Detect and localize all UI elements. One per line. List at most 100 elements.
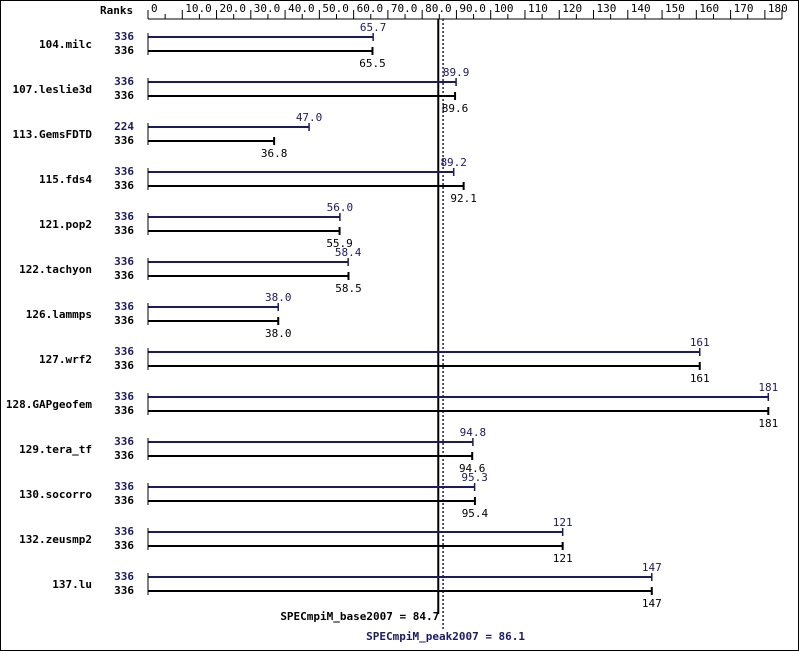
- axis-tick-label: 160: [699, 2, 719, 15]
- peak-value-label: 58.4: [335, 246, 362, 259]
- base-summary-label: SPECmpiM_base2007 = 84.7: [280, 610, 439, 623]
- benchmark-name: 121.pop2: [39, 218, 92, 231]
- base-ranks-count: 336: [114, 89, 134, 102]
- peak-value-label: 181: [758, 381, 778, 394]
- base-ranks-count: 336: [114, 269, 134, 282]
- axis-tick-label: 30.0: [254, 2, 280, 15]
- benchmark-name: 113.GemsFDTD: [13, 128, 93, 141]
- axis-tick-label: 150: [665, 2, 685, 15]
- peak-ranks-count: 336: [114, 390, 134, 403]
- axis-tick-label: 80.0: [425, 2, 452, 15]
- base-value-label: 161: [690, 372, 710, 385]
- axis-tick-label: 180: [768, 2, 788, 15]
- axis-tick-label: 40.0: [288, 2, 315, 15]
- base-value-label: 181: [758, 417, 778, 430]
- base-ranks-count: 336: [114, 359, 134, 372]
- base-value-label: 94.6: [459, 462, 486, 475]
- peak-value-label: 65.7: [360, 21, 387, 34]
- axis-tick-label: 110: [528, 2, 548, 15]
- axis-tick-label: 130: [597, 2, 617, 15]
- base-value-label: 65.5: [359, 57, 386, 70]
- axis-tick-label: 20.0: [220, 2, 247, 15]
- peak-ranks-count: 336: [114, 435, 134, 448]
- peak-ranks-count: 336: [114, 300, 134, 313]
- peak-value-label: 94.8: [460, 426, 487, 439]
- peak-ranks-count: 336: [114, 30, 134, 43]
- peak-value-label: 89.9: [443, 66, 470, 79]
- base-value-label: 58.5: [335, 282, 362, 295]
- axis-tick-label: 90.0: [459, 2, 486, 15]
- axis-tick-label: 170: [734, 2, 754, 15]
- axis-tick-label: 120: [562, 2, 582, 15]
- base-value-label: 55.9: [326, 237, 353, 250]
- peak-ranks-count: 336: [114, 480, 134, 493]
- benchmark-name: 128.GAPgeofem: [6, 398, 92, 411]
- base-ranks-count: 336: [114, 584, 134, 597]
- peak-value-label: 38.0: [265, 291, 292, 304]
- peak-ranks-count: 336: [114, 345, 134, 358]
- base-value-label: 89.6: [442, 102, 469, 115]
- peak-value-label: 47.0: [296, 111, 323, 124]
- bars-layer: 104.milc33633665.765.5107.leslie3d336336…: [6, 21, 778, 610]
- benchmark-name: 126.lammps: [26, 308, 92, 321]
- benchmark-name: 129.tera_tf: [19, 443, 92, 456]
- benchmark-name: 127.wrf2: [39, 353, 92, 366]
- peak-ranks-count: 224: [114, 120, 134, 133]
- base-ranks-count: 336: [114, 224, 134, 237]
- base-value-label: 38.0: [265, 327, 292, 340]
- base-value-label: 95.4: [462, 507, 489, 520]
- benchmark-name: 137.lu: [52, 578, 92, 591]
- axis-tick-label: 60.0: [357, 2, 384, 15]
- peak-value-label: 147: [642, 561, 662, 574]
- peak-value-label: 95.3: [461, 471, 488, 484]
- peak-value-label: 56.0: [327, 201, 354, 214]
- benchmark-name: 115.fds4: [39, 173, 92, 186]
- peak-ranks-count: 336: [114, 75, 134, 88]
- peak-ranks-count: 336: [114, 255, 134, 268]
- base-ranks-count: 336: [114, 494, 134, 507]
- base-value-label: 121: [553, 552, 573, 565]
- peak-ranks-count: 336: [114, 570, 134, 583]
- benchmark-name: 122.tachyon: [19, 263, 92, 276]
- peak-ranks-count: 336: [114, 165, 134, 178]
- benchmark-name: 132.zeusmp2: [19, 533, 92, 546]
- axis-layer: 0 10.0 20.0 30.0 40.0 50.0 60.0 70.0 80.0 90.0 100…: [147, 2, 788, 629]
- base-ranks-count: 336: [114, 449, 134, 462]
- benchmark-name: 130.socorro: [19, 488, 92, 501]
- base-ranks-count: 336: [114, 179, 134, 192]
- peak-value-label: 89.2: [440, 156, 467, 169]
- axis-tick-label: 50.0: [322, 2, 349, 15]
- peak-ranks-count: 336: [114, 210, 134, 223]
- axis-tick-label: 70.0: [391, 2, 418, 15]
- axis-tick-label: 10.0: [185, 2, 212, 15]
- summary-layer: SPECmpiM_base2007 = 84.7 SPECmpiM_peak20…: [280, 610, 525, 643]
- axis-tick-label: 100: [494, 2, 514, 15]
- base-ranks-count: 336: [114, 404, 134, 417]
- base-ranks-count: 336: [114, 134, 134, 147]
- base-ranks-count: 336: [114, 539, 134, 552]
- base-ranks-count: 336: [114, 44, 134, 57]
- base-value-label: 36.8: [261, 147, 288, 160]
- benchmark-name: 107.leslie3d: [13, 83, 92, 96]
- axis-title: Ranks: [100, 4, 133, 17]
- axis-tick-label: 140: [631, 2, 651, 15]
- base-value-label: 147: [642, 597, 662, 610]
- benchmark-name: 104.milc: [39, 38, 92, 51]
- peak-value-label: 161: [690, 336, 710, 349]
- base-ranks-count: 336: [114, 314, 134, 327]
